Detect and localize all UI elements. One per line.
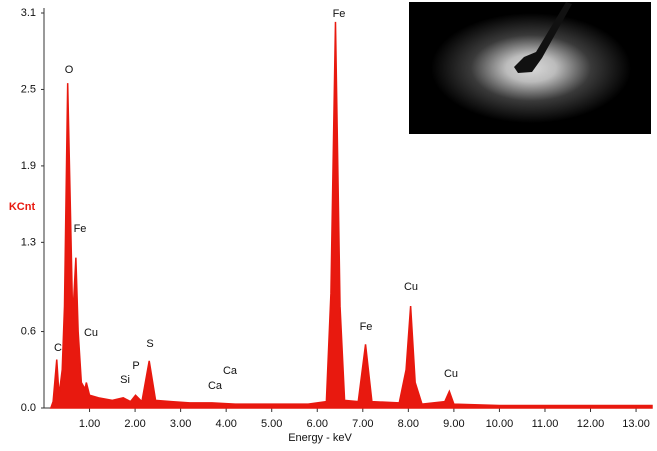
- x-tick-label: 6.00: [307, 418, 328, 430]
- y-tick-label: 1.3: [21, 236, 36, 248]
- x-tick-label: 3.00: [170, 418, 191, 430]
- peak-label: P: [132, 360, 139, 372]
- y-tick-label: 2.5: [21, 83, 36, 95]
- x-tick-label: 2.00: [124, 418, 145, 430]
- y-tick-label: 0.6: [21, 325, 36, 337]
- x-tick-label: 4.00: [215, 418, 236, 430]
- diffraction-inset: [409, 2, 651, 134]
- peak-label: Fe: [74, 223, 87, 235]
- peak-label: S: [146, 338, 153, 350]
- x-tick-label: 8.00: [398, 418, 419, 430]
- x-tick-label: 5.00: [261, 418, 282, 430]
- x-tick-label: 1.00: [79, 418, 100, 430]
- peak-label: C: [54, 342, 62, 354]
- chart: KCnt Energy - keV 0.0 0.6 1.3 1.9 2.5 3.1 1.00…: [0, 0, 657, 451]
- y-tick-label: 1.9: [21, 160, 36, 172]
- x-tick-label: 13.00: [622, 418, 650, 430]
- peak-label: O: [65, 64, 74, 76]
- x-tick-label: 12.00: [577, 418, 605, 430]
- x-tick-label: 9.00: [443, 418, 464, 430]
- peak-label: Fe: [360, 321, 373, 333]
- x-axis-label: Energy - keV: [288, 432, 352, 444]
- x-tick-label: 11.00: [532, 418, 559, 430]
- peak-label: Cu: [404, 281, 418, 293]
- peak-label: Cu: [84, 327, 98, 339]
- y-tick-label: 0.0: [21, 402, 36, 414]
- peak-label: Ca: [223, 365, 238, 377]
- y-tick-label: 3.1: [21, 7, 36, 19]
- peak-label: Cu: [444, 368, 458, 380]
- x-tick-label: 10.00: [486, 418, 514, 430]
- y-axis-label: KCnt: [9, 201, 36, 213]
- peak-label: Ca: [208, 380, 223, 392]
- page: KCnt Energy - keV 0.0 0.6 1.3 1.9 2.5 3.1 1.00…: [0, 0, 657, 451]
- peak-label: Si: [120, 374, 130, 386]
- peak-label: Fe: [333, 8, 346, 20]
- x-tick-label: 7.00: [352, 418, 373, 430]
